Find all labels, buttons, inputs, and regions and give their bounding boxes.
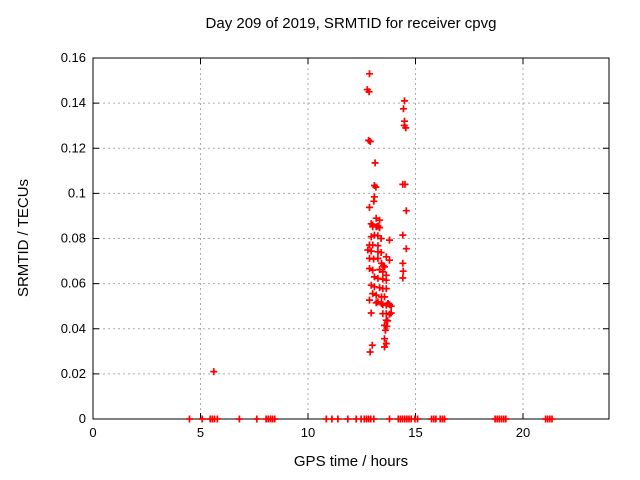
y-tick-label: 0.06 [61, 276, 86, 291]
y-tick-label: 0.02 [61, 366, 86, 381]
y-tick-label: 0.08 [61, 231, 86, 246]
y-tick-label: 0.12 [61, 140, 86, 155]
x-tick-label: 10 [301, 425, 315, 440]
x-tick-label: 0 [89, 425, 96, 440]
x-tick-label: 15 [408, 425, 422, 440]
y-tick-label: 0.14 [61, 95, 86, 110]
x-tick-label: 5 [197, 425, 204, 440]
plot-border [92, 57, 610, 420]
y-tick-label: 0.1 [68, 185, 86, 200]
x-tick-label: 20 [516, 425, 530, 440]
y-tick-label: 0.04 [61, 321, 86, 336]
x-axis-label: GPS time / hours [293, 453, 409, 470]
y-tick-label: 0.16 [61, 50, 86, 65]
y-tick-label: 0 [79, 411, 86, 426]
data-points [186, 70, 556, 423]
chart-title: Day 209 of 2019, SRMTID for receiver cpv… [205, 15, 497, 32]
